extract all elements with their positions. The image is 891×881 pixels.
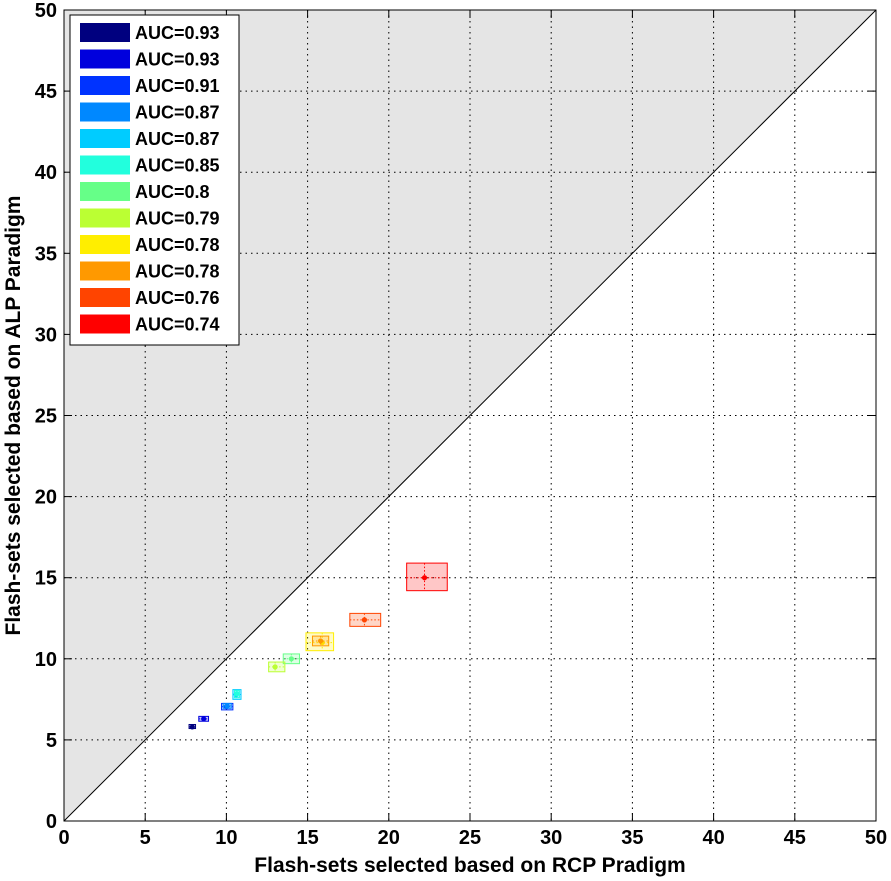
data-point [288, 656, 294, 662]
data-point-group [268, 661, 286, 673]
y-tick-label: 45 [35, 81, 57, 103]
x-tick-label: 50 [865, 827, 887, 849]
legend-label: AUC=0.85 [135, 156, 220, 176]
data-point [361, 617, 368, 623]
legend-label: AUC=0.87 [135, 103, 220, 123]
legend-label: AUC=0.93 [135, 23, 220, 43]
x-tick-label: 20 [378, 827, 400, 849]
legend-label: AUC=0.78 [135, 262, 220, 282]
data-point [317, 638, 324, 644]
data-point [224, 703, 230, 709]
x-tick-label: 35 [621, 827, 643, 849]
data-point-group [234, 689, 240, 699]
y-axis-title: Flash-sets selected based on ALP Paradig… [2, 196, 25, 636]
legend-swatch [80, 23, 130, 42]
x-tick-label: 10 [215, 827, 237, 849]
y-tick-label: 40 [35, 162, 57, 184]
data-point-group [188, 723, 197, 730]
data-point-group [198, 715, 210, 722]
x-tick-label: 40 [702, 827, 724, 849]
tick-labels: 0 5 10 15 20 25 30 35 40 45 50 0 5 10 15 20 25 30 35 40 45 50 [35, 0, 887, 849]
data-point-group [222, 702, 232, 709]
data-point [234, 691, 240, 697]
legend-label: AUC=0.74 [135, 315, 220, 335]
legend-swatch [80, 102, 130, 122]
data-point [421, 575, 428, 581]
data-point-group [406, 562, 448, 592]
legend-swatch [80, 208, 130, 228]
y-tick-label: 5 [46, 730, 57, 752]
x-tick-label: 0 [58, 827, 69, 849]
x-tick-label: 15 [296, 827, 318, 849]
axis-ticks [63, 9, 877, 822]
legend-label: AUC=0.8 [135, 182, 210, 202]
y-tick-label: 30 [35, 324, 57, 346]
y-tick-label: 15 [35, 568, 57, 590]
x-axis-title: Flash-sets selected based on RCP Pradigm [254, 854, 685, 877]
x-tick-label: 25 [459, 827, 481, 849]
legend-swatch [80, 182, 130, 201]
legend-swatch [80, 314, 130, 334]
legend-swatch [80, 76, 130, 95]
data-point [272, 664, 278, 670]
legend: AUC=0.93 AUC=0.93 AUC=0.91 AUC=0.87 AUC=0.87… [69, 14, 240, 346]
data-point-group [349, 612, 382, 627]
legend-swatch [80, 261, 130, 281]
legend-label: AUC=0.78 [135, 235, 220, 255]
x-tick-label: 30 [540, 827, 562, 849]
x-tick-label: 45 [784, 827, 806, 849]
identity-diagonal-line [63, 9, 877, 822]
data-point [189, 724, 195, 730]
y-tick-label: 10 [35, 649, 57, 671]
y-tick-label: 25 [35, 406, 57, 428]
legend-label: AUC=0.93 [135, 50, 220, 70]
y-tick-label: 20 [35, 487, 57, 509]
legend-swatch [80, 288, 130, 307]
y-tick-label: 0 [46, 811, 57, 833]
legend-swatch [80, 129, 130, 148]
y-tick-label: 35 [35, 243, 57, 265]
legend-swatch [80, 235, 130, 254]
legend-swatch [80, 155, 130, 175]
legend-swatch [80, 49, 130, 69]
legend-label: AUC=0.87 [135, 129, 220, 149]
legend-label: AUC=0.76 [135, 288, 220, 308]
grid-lines [64, 10, 876, 821]
y-tick-label: 50 [35, 0, 57, 22]
data-point-group [311, 635, 330, 647]
data-point [201, 716, 207, 722]
x-tick-label: 5 [140, 827, 151, 849]
data-point-group [282, 653, 300, 665]
legend-label: AUC=0.91 [135, 76, 220, 96]
data-marks [188, 562, 448, 730]
legend-label: AUC=0.79 [135, 209, 220, 229]
